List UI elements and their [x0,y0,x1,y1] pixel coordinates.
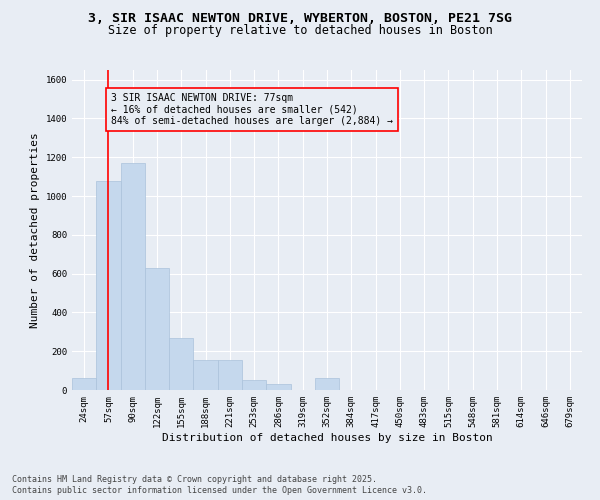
Bar [218,360,242,390]
Bar [72,378,96,390]
Text: Contains HM Land Registry data © Crown copyright and database right 2025.: Contains HM Land Registry data © Crown c… [12,475,377,484]
Bar [169,338,193,390]
Bar [121,163,145,390]
Bar [145,268,169,390]
Bar [242,380,266,390]
Bar [266,384,290,390]
Text: 3 SIR ISAAC NEWTON DRIVE: 77sqm
← 16% of detached houses are smaller (542)
84% o: 3 SIR ISAAC NEWTON DRIVE: 77sqm ← 16% of… [111,94,393,126]
Y-axis label: Number of detached properties: Number of detached properties [30,132,40,328]
Bar [193,360,218,390]
X-axis label: Distribution of detached houses by size in Boston: Distribution of detached houses by size … [161,432,493,442]
Bar [315,378,339,390]
Text: Contains public sector information licensed under the Open Government Licence v3: Contains public sector information licen… [12,486,427,495]
Bar [96,180,121,390]
Text: Size of property relative to detached houses in Boston: Size of property relative to detached ho… [107,24,493,37]
Text: 3, SIR ISAAC NEWTON DRIVE, WYBERTON, BOSTON, PE21 7SG: 3, SIR ISAAC NEWTON DRIVE, WYBERTON, BOS… [88,12,512,26]
